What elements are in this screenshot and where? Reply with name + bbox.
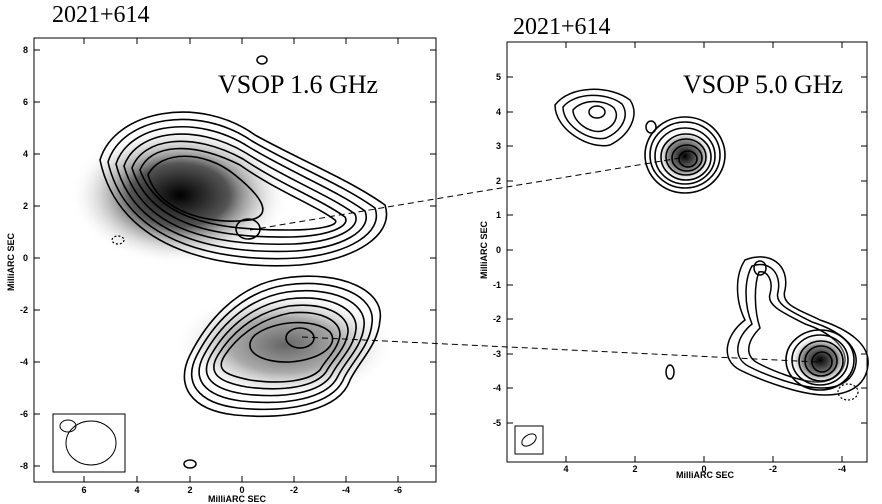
left-xtick-label: 6: [81, 485, 86, 495]
right-band-label: VSOP 5.0 GHz: [683, 70, 843, 99]
left-bottom-small-contour: [183, 459, 197, 469]
left-panel-frame: [33, 37, 437, 483]
right-xtick-label: -2: [769, 464, 777, 474]
right-ytick-label: 0: [496, 245, 501, 255]
right-ytick-label: -4: [493, 383, 501, 393]
right-negative-contour: [837, 383, 859, 401]
right-panel-frame: [506, 41, 868, 463]
right-xtick-label: -4: [838, 464, 846, 474]
right-xtick-label: 0: [701, 464, 706, 474]
left-panel-title: 2021+614: [52, 2, 150, 28]
right-beam-ellipse: [521, 433, 537, 447]
right-small-contour: [665, 364, 675, 380]
left-ytick-label: 6: [23, 97, 28, 107]
lower-component-connector: [301, 336, 819, 363]
left-upper-gray-blob: [70, 125, 290, 265]
right-x-axis-label: MilliARC SEC: [676, 470, 735, 480]
right-beam-box: [514, 425, 544, 455]
left-ytick-label: -8: [20, 461, 28, 471]
left-ytick-label: 8: [23, 45, 28, 55]
right-ytick-label: 3: [496, 141, 501, 151]
left-y-axis-label: MilliARC SEC: [6, 233, 16, 292]
left-ytick-label: 2: [23, 201, 28, 211]
right-ytick-label: -5: [493, 418, 501, 428]
left-band-label: VSOP 1.6 GHz: [218, 70, 378, 99]
left-ytick-label: -6: [20, 409, 28, 419]
right-axis-ticks: [507, 42, 867, 462]
left-xtick-label: 2: [187, 485, 192, 495]
left-x-tick-labels: 6 4 2 0 -2 -4 -6: [81, 485, 402, 495]
right-xtick-label: 4: [563, 464, 568, 474]
right-ytick-label: -2: [493, 314, 501, 324]
right-lower-core-contours: [785, 329, 855, 391]
right-ytick-label: 5: [496, 72, 501, 82]
left-beam-ellipse-large: [65, 420, 117, 466]
left-axis-ticks: [34, 38, 436, 482]
left-negative-contour: [111, 235, 125, 245]
upper-component-connector: [249, 156, 687, 231]
left-ytick-label: 0: [23, 253, 28, 263]
right-xtick-label: 2: [632, 464, 637, 474]
right-ytick-label: 4: [496, 107, 501, 117]
left-beam-box: [52, 413, 126, 473]
component-connector-lines: [249, 156, 819, 363]
left-ytick-label: -2: [20, 305, 28, 315]
right-panel-title: 2021+614: [513, 14, 611, 40]
left-x-axis-label: MilliARC SEC: [208, 494, 267, 504]
left-top-small-contour: [256, 55, 268, 65]
left-lower-contours: [183, 275, 382, 418]
left-y-tick-labels: 8 6 4 2 0 -2 -4 -6 -8: [20, 45, 28, 471]
right-upper-core-contours: [644, 116, 726, 194]
left-panel: 8 6 4 2 0 -2 -4 -6 -8 6 4 2 0 -2 -4 -6 M…: [6, 37, 437, 504]
left-upper-contours: [99, 111, 388, 267]
left-xtick-label: 0: [239, 485, 244, 495]
right-ytick-label: 1: [496, 210, 501, 220]
right-y-tick-labels: 5 4 3 2 1 0 -1 -2 -3 -4 -5: [493, 72, 501, 428]
right-ytick-label: -3: [493, 349, 501, 359]
right-upper-left-contours: [554, 88, 657, 147]
left-ytick-label: 4: [23, 149, 28, 159]
right-x-tick-labels: 4 2 0 -2 -4: [563, 464, 846, 474]
left-xtick-label: -4: [342, 485, 350, 495]
left-beam-ellipse-small: [59, 419, 77, 433]
left-xtick-label: 4: [134, 485, 139, 495]
right-ytick-label: -1: [493, 280, 501, 290]
right-panel: 5 4 3 2 1 0 -1 -2 -3 -4 -5 4 2 0 -2 -4 M…: [479, 41, 869, 480]
left-xtick-label: -2: [290, 485, 298, 495]
right-ytick-label: 2: [496, 176, 501, 186]
left-ytick-label: -4: [20, 357, 28, 367]
right-y-axis-label: MilliARC SEC: [479, 221, 489, 280]
left-xtick-label: -6: [394, 485, 402, 495]
